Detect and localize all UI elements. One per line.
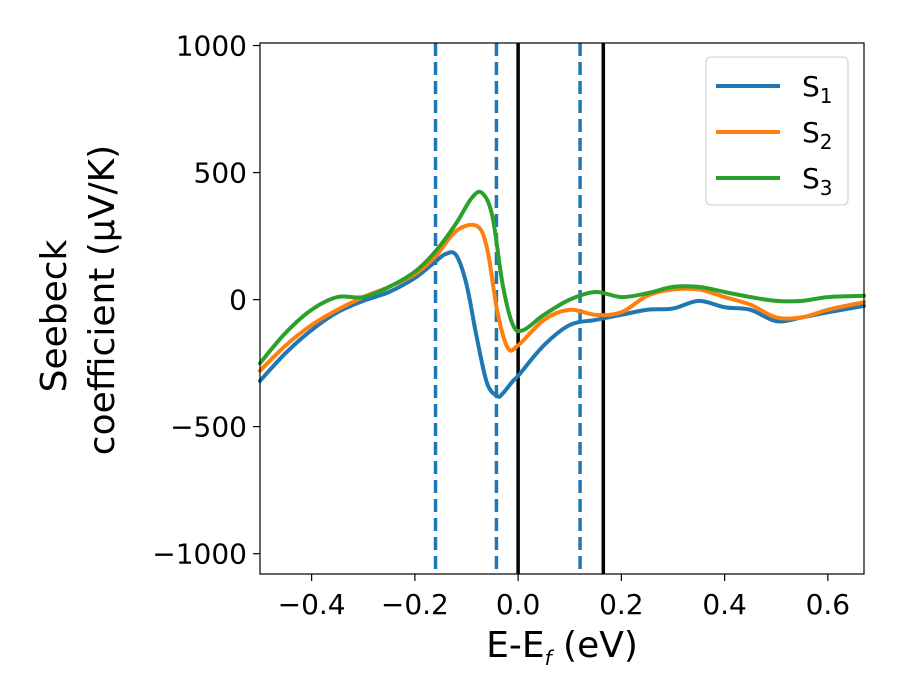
x-axis-label-unit: (eV) (552, 625, 638, 666)
y-tick-label: −1000 (152, 538, 247, 571)
y-tick-label: 0 (229, 284, 247, 317)
legend-label-s2: S2 (802, 116, 833, 154)
x-axis-label-main: E-E (486, 625, 544, 666)
y-tick-label: −500 (170, 411, 247, 444)
legend-label-sub: 2 (820, 130, 833, 154)
x-tick-label: −0.4 (278, 588, 346, 621)
vertical-markers (433, 43, 606, 574)
series-group (258, 189, 866, 399)
x-tick-label: 0.4 (702, 588, 747, 621)
legend-label-main: S (802, 70, 820, 103)
x-axis-label-sub: f (545, 646, 555, 670)
y-axis-label-line1: Seebeck (34, 239, 75, 392)
x-tick-label: 0.2 (599, 588, 644, 621)
y-tick-label: 1000 (176, 30, 247, 63)
y-tick-label: 500 (194, 157, 247, 190)
x-tick-label: 0.0 (496, 588, 541, 621)
legend-label-sub: 1 (820, 84, 833, 108)
legend-label-main: S (802, 162, 820, 195)
x-axis-label: E-Ef (eV) (486, 625, 638, 670)
series-line-s3 (258, 189, 866, 366)
x-tick-label: 0.6 (806, 588, 851, 621)
legend-label-s1: S1 (802, 70, 833, 108)
legend-label-sub: 3 (820, 176, 833, 200)
y-axis-label-line2: coefficient (μV/K) (82, 145, 123, 455)
series-line-s1 (258, 250, 866, 399)
legend-label-main: S (802, 116, 820, 149)
x-tick-label: −0.2 (381, 588, 449, 621)
y-axis: 1000 500 0 −500 −1000 (152, 30, 260, 571)
plot-frame (259, 42, 865, 575)
x-axis: −0.4 −0.2 0.0 0.2 0.4 0.6 (278, 574, 851, 621)
legend-label-s3: S3 (802, 162, 833, 200)
